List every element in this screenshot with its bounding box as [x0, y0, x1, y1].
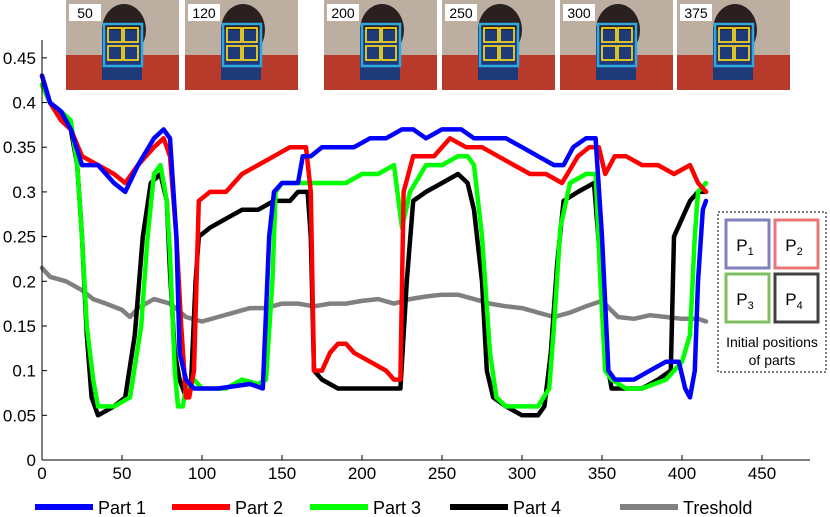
y-tick-label: 0.4: [12, 94, 36, 113]
x-tick-label: 200: [348, 464, 376, 483]
y-tick-label: 0.45: [3, 49, 36, 68]
parts-panel: P1 P2 P3 P4 Initial positions of parts: [717, 211, 827, 373]
legend-label: Part 2: [235, 498, 283, 517]
thumbnail-part-box: [734, 27, 750, 43]
y-tick-label: 0: [27, 451, 36, 470]
y-tick-label: 0.1: [12, 362, 36, 381]
thumbnail-bounding-box: [102, 22, 144, 68]
frame-thumbnail: 300: [560, 0, 673, 90]
thumbnail-part-box: [107, 45, 123, 61]
thumbnail-part-box: [365, 45, 381, 61]
thumbnail-bounding-box: [596, 22, 638, 68]
thumbnail-bounding-box: [478, 22, 520, 68]
thumbnail-bounding-box: [713, 22, 755, 68]
y-tick-label: 0.05: [3, 406, 36, 425]
x-tick-label: 450: [748, 464, 776, 483]
frame-label-background: [327, 4, 359, 21]
legend: Part 1 Part 2 Part 3 Part 4 Treshold: [35, 498, 752, 517]
part-label: P3: [736, 290, 753, 312]
frame-number-label: 200: [331, 5, 355, 21]
thumbnail-bounding-box: [221, 22, 263, 68]
series-line-part-2: [39, 73, 709, 400]
y-tick-label: 0.35: [3, 138, 36, 157]
thumbnail-part-box: [617, 27, 633, 43]
thumbnail-part-box: [718, 27, 734, 43]
frame-thumbnail: 375: [677, 0, 790, 90]
frame-number-label: 375: [684, 5, 708, 21]
frame-label-background: [188, 4, 220, 21]
frame-number-label: 250: [449, 5, 473, 21]
part-label: P1: [736, 236, 753, 258]
thumbnail-part-box: [242, 27, 258, 43]
y-tick-label: 0.3: [12, 183, 36, 202]
thumbnail-part-box: [226, 45, 242, 61]
parts-caption-line-1: Initial positions: [726, 334, 818, 350]
thumbnail-part-box: [483, 45, 499, 61]
frame-label-background: [445, 4, 477, 21]
thumbnail-part-box: [718, 45, 734, 61]
x-tick-label: 150: [268, 464, 296, 483]
x-tick-label: 50: [113, 464, 132, 483]
frame-label-background: [69, 4, 101, 21]
y-tick-label: 0.2: [12, 272, 36, 291]
y-tick-label: 0.15: [3, 317, 36, 336]
thumbnail-part-box: [381, 45, 397, 61]
axes: 0 50 100 150 200 250 300 350 400 450 0 0.05 0.1 0.15 0…: [3, 40, 810, 483]
frame-number-label: 300: [567, 5, 591, 21]
x-tick-label: 350: [588, 464, 616, 483]
thumbnail-part-box: [617, 45, 633, 61]
legend-label: Treshold: [683, 498, 752, 517]
part-label: P4: [785, 290, 802, 312]
frame-number-label: 50: [77, 5, 93, 21]
thumbnail-part-box: [381, 27, 397, 43]
thumbnail-part-box: [601, 45, 617, 61]
frame-thumbnail: 250: [442, 0, 555, 90]
x-tick-label: 400: [668, 464, 696, 483]
part-position-box: [773, 272, 820, 324]
part-position-box: [773, 218, 820, 270]
x-tick-label: 250: [428, 464, 456, 483]
part-label: P2: [785, 236, 802, 258]
frame-label-background: [680, 4, 712, 21]
x-tick-label: 100: [188, 464, 216, 483]
thumbnail-part-box: [601, 27, 617, 43]
series-layer: [39, 73, 709, 418]
thumbnail-part-box: [123, 27, 139, 43]
frame-thumbnail: 120: [185, 0, 298, 90]
y-tick-label: 0.25: [3, 228, 36, 247]
part-position-box: [724, 218, 771, 270]
frame-label-background: [563, 4, 595, 21]
legend-label: Part 4: [513, 498, 561, 517]
thumbnail-part-box: [107, 27, 123, 43]
thumbnail-part-box: [242, 45, 258, 61]
thumbnail-part-box: [499, 27, 515, 43]
thumbnail-part-box: [734, 45, 750, 61]
parts-caption-line-2: of parts: [749, 352, 796, 368]
frame-number-label: 120: [192, 5, 216, 21]
legend-label: Part 1: [98, 498, 146, 517]
frame-thumbnail: 50: [66, 0, 179, 90]
thumbnail-part-box: [483, 27, 499, 43]
thumbnail-part-box: [365, 27, 381, 43]
frame-thumbnail: 200: [324, 0, 437, 90]
series-line-part-3: [39, 82, 709, 409]
thumbnail-part-box: [226, 27, 242, 43]
x-tick-label: 300: [508, 464, 536, 483]
series-line-part-1: [39, 73, 709, 400]
x-tick-label: 0: [37, 464, 46, 483]
legend-label: Part 3: [373, 498, 421, 517]
series-line-treshold: [39, 265, 709, 324]
thumbnail-strip: 50 120 200 250 300 375: [66, 0, 790, 90]
part-position-box: [724, 272, 771, 324]
thumbnail-part-box: [123, 45, 139, 61]
thumbnail-bounding-box: [360, 22, 402, 68]
thumbnail-part-box: [499, 45, 515, 61]
